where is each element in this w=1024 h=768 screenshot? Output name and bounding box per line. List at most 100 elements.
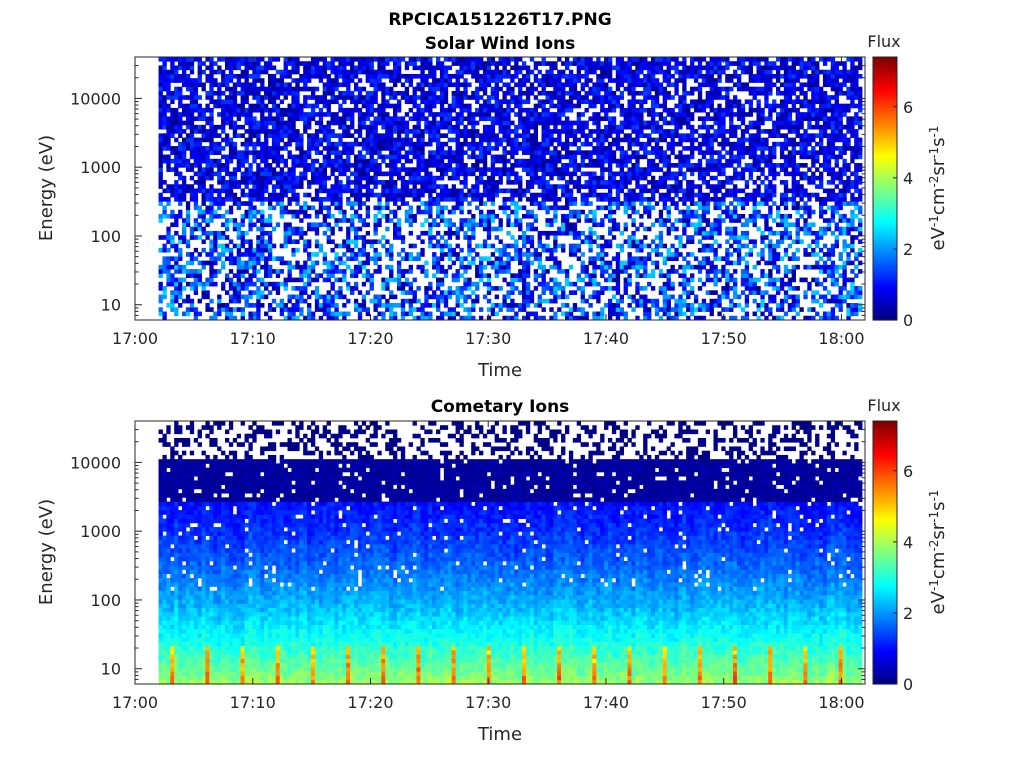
heatmap-cell [439,196,445,202]
heatmap-cell [498,188,503,194]
heatmap-cell [607,205,613,211]
heatmap-cell [506,260,511,266]
heatmap-cell [385,205,390,211]
heatmap-cell [604,107,609,113]
heatmap-cell [166,133,171,138]
heatmap-cell [420,307,425,312]
heatmap-cell [514,175,519,181]
heatmap-cell [412,99,417,105]
heatmap-cell [361,239,367,245]
heatmap-cell [189,175,195,181]
heatmap-cell [420,188,425,194]
heatmap-cell [185,78,191,83]
heatmap-cell [275,158,281,164]
heatmap-cell [182,192,187,198]
heatmap-cell [428,154,433,160]
heatmap-cell [267,264,273,270]
heatmap-cell [522,264,527,270]
heatmap-cell [385,218,390,223]
heatmap-cell [162,57,167,62]
heatmap-cell [455,86,460,92]
heatmap-cell [607,69,613,75]
heatmap-cell [256,303,261,308]
heatmap-cell [385,112,390,117]
heatmap-cell [549,129,554,134]
heatmap-cell [166,163,171,168]
heatmap-cell [619,103,625,109]
heatmap-cell [365,192,370,198]
heatmap-cell [592,294,597,300]
heatmap-cell [287,294,292,300]
heatmap-cell [373,239,378,245]
heatmap-cell [209,129,214,134]
heatmap-cell [205,175,210,181]
heatmap-cell [396,264,402,270]
heatmap-cell [631,137,636,143]
heatmap-cell [291,116,296,122]
heatmap-cell [592,184,597,189]
heatmap-cell [377,218,382,223]
heatmap-cell [592,230,597,236]
heatmap-cell [189,129,195,134]
heatmap-cell [428,188,433,194]
heatmap-cell [439,175,445,181]
heatmap-cell [502,137,507,143]
heatmap-cell [436,243,441,249]
heatmap-cell [471,61,476,66]
heatmap-cell [428,243,433,249]
heatmap-cell [166,281,171,287]
heatmap-cell [330,264,335,270]
heatmap-cell [396,120,402,126]
heatmap-cell [584,184,589,189]
heatmap-cell [221,120,226,126]
heatmap-cell [166,230,171,236]
heatmap-cell [174,137,179,143]
heatmap-cell [400,154,406,160]
heatmap-cell [174,290,179,295]
heatmap-cell [615,286,621,291]
heatmap-cell [256,137,261,143]
heatmap-cell [170,298,175,304]
heatmap-cell [318,184,324,189]
heatmap-cell [201,129,206,134]
heatmap-cell [514,273,519,278]
heatmap-cell [479,86,484,92]
heatmap-cell [518,146,523,151]
heatmap-cell [576,235,582,240]
heatmap-cell [299,150,304,155]
heatmap-cell [357,205,363,211]
heatmap-cell [631,124,636,130]
heatmap-cell [189,298,195,304]
heatmap-cell [404,192,410,198]
heatmap-cell [232,150,238,155]
heatmap-cell [455,277,460,283]
heatmap-cell [568,154,574,160]
heatmap-cell [604,65,609,71]
heatmap-cell [221,260,226,266]
heatmap-cell [228,69,234,75]
heatmap-cell [576,103,582,109]
heatmap-cell [385,171,390,177]
heatmap-cell [381,65,386,71]
heatmap-cell [166,73,171,79]
heatmap-cell [396,235,402,240]
heatmap-cell [533,86,539,92]
heatmap-cell [330,315,335,321]
heatmap-cell [330,86,335,92]
heatmap-cell [619,73,625,79]
heatmap-cell [232,146,238,151]
heatmap-cell [244,57,249,62]
heatmap-cell [623,175,628,181]
heatmap-cell [350,192,355,198]
heatmap-cell [264,218,269,223]
heatmap-cell [619,146,625,151]
heatmap-cell [525,303,531,308]
heatmap-cell [576,95,582,100]
heatmap-cell [178,103,183,109]
heatmap-cell [447,196,453,202]
heatmap-cell [623,196,628,202]
heatmap-cell [588,65,593,71]
heatmap-cell [572,303,578,308]
heatmap-cell [185,184,191,189]
heatmap-cell [205,167,210,172]
